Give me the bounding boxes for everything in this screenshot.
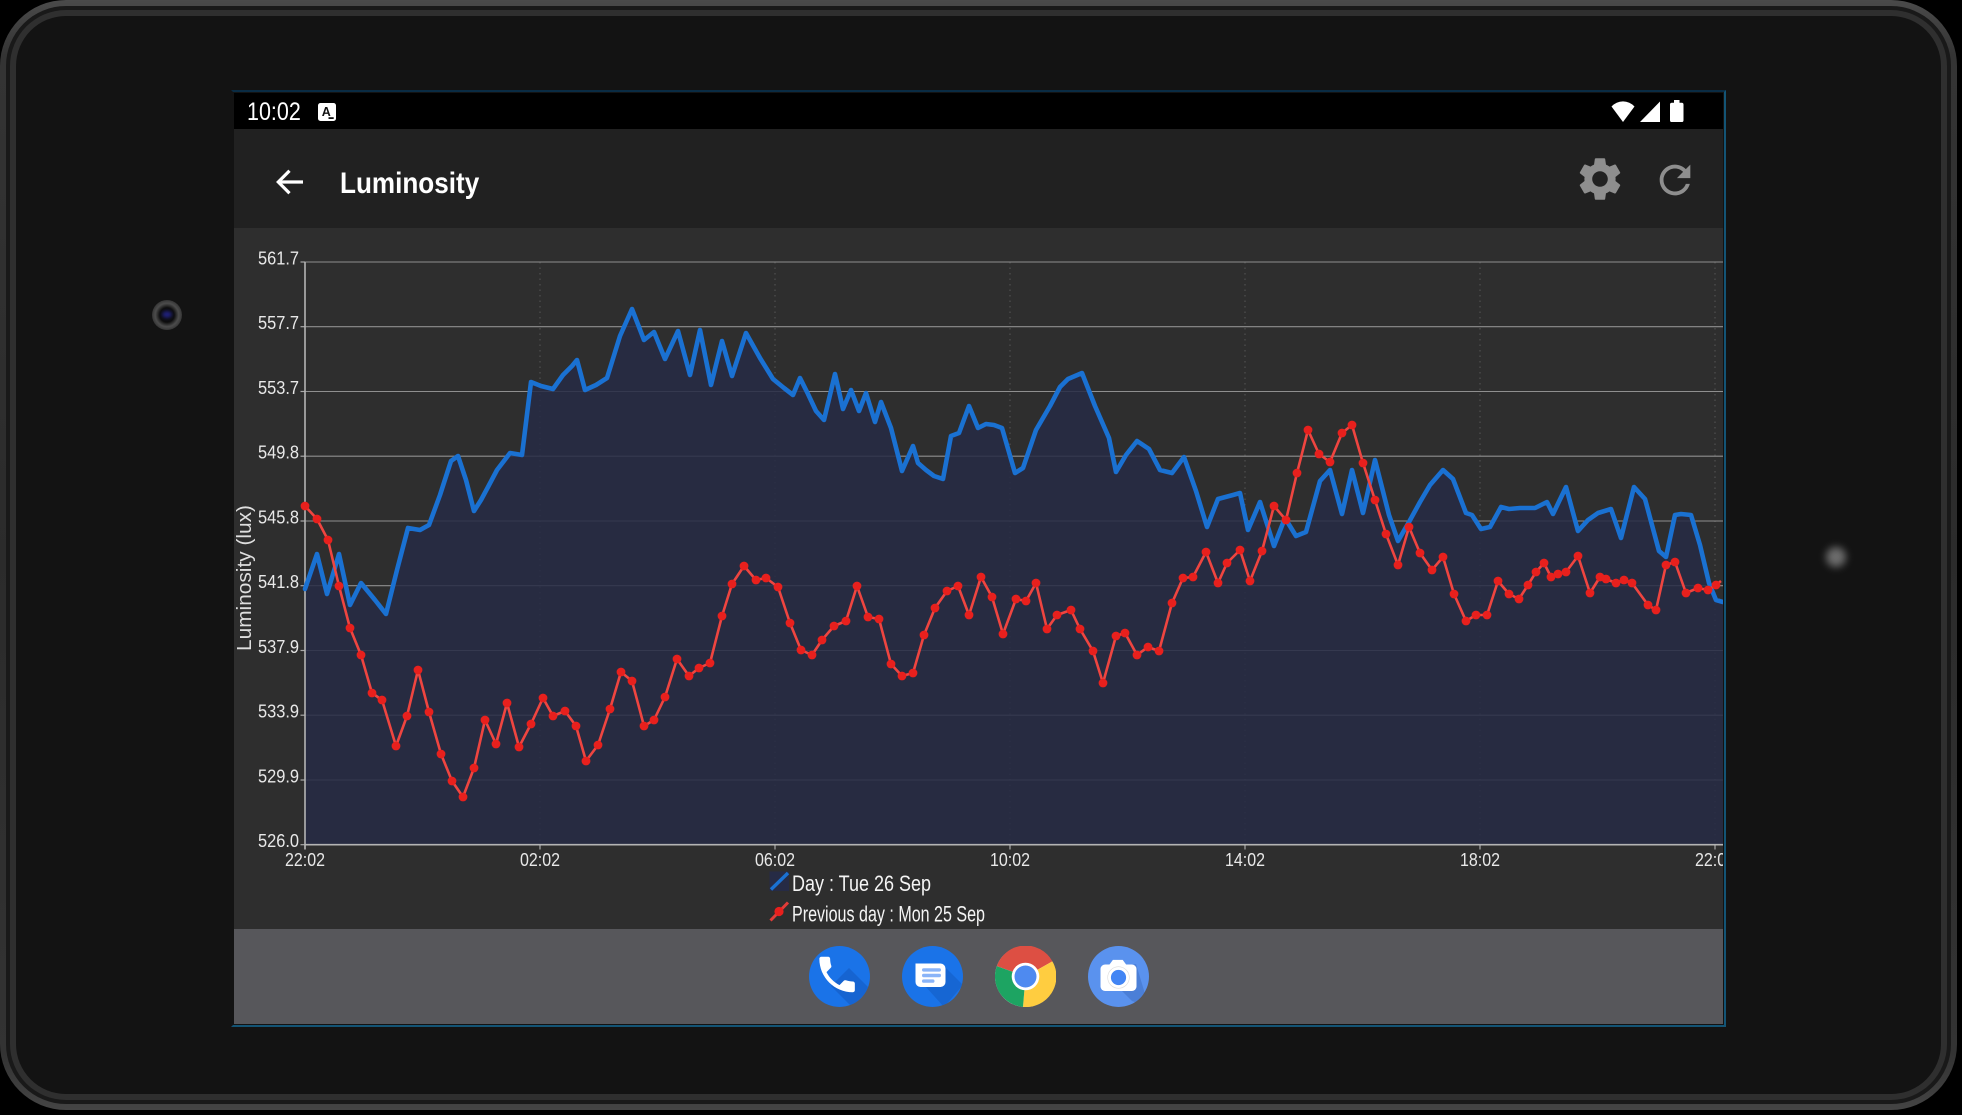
svg-text:14:02: 14:02: [1225, 849, 1265, 870]
svg-text:06:02: 06:02: [755, 849, 795, 870]
svg-text:537.9: 537.9: [258, 636, 299, 657]
svg-text:541.8: 541.8: [258, 571, 299, 592]
svg-text:22:02: 22:02: [1695, 849, 1723, 870]
svg-text:561.7: 561.7: [258, 248, 299, 269]
svg-text:545.8: 545.8: [258, 507, 299, 528]
svg-text:Previous day : Mon 25 Sep: Previous day : Mon 25 Sep: [792, 902, 985, 927]
svg-text:Luminosity (lux): Luminosity (lux): [234, 505, 256, 651]
svg-text:533.9: 533.9: [258, 701, 299, 722]
svg-text:553.7: 553.7: [258, 377, 299, 398]
svg-text:Day : Tue 26 Sep: Day : Tue 26 Sep: [792, 871, 931, 896]
svg-text:18:02: 18:02: [1460, 849, 1500, 870]
svg-text:22:02: 22:02: [285, 849, 325, 870]
svg-text:10:02: 10:02: [990, 849, 1030, 870]
svg-text:557.7: 557.7: [258, 312, 299, 333]
svg-text:526.0: 526.0: [258, 830, 299, 851]
svg-text:A: A: [322, 105, 331, 119]
svg-text:549.8: 549.8: [258, 442, 299, 463]
svg-text:529.9: 529.9: [258, 766, 299, 787]
svg-text:02:02: 02:02: [520, 849, 560, 870]
